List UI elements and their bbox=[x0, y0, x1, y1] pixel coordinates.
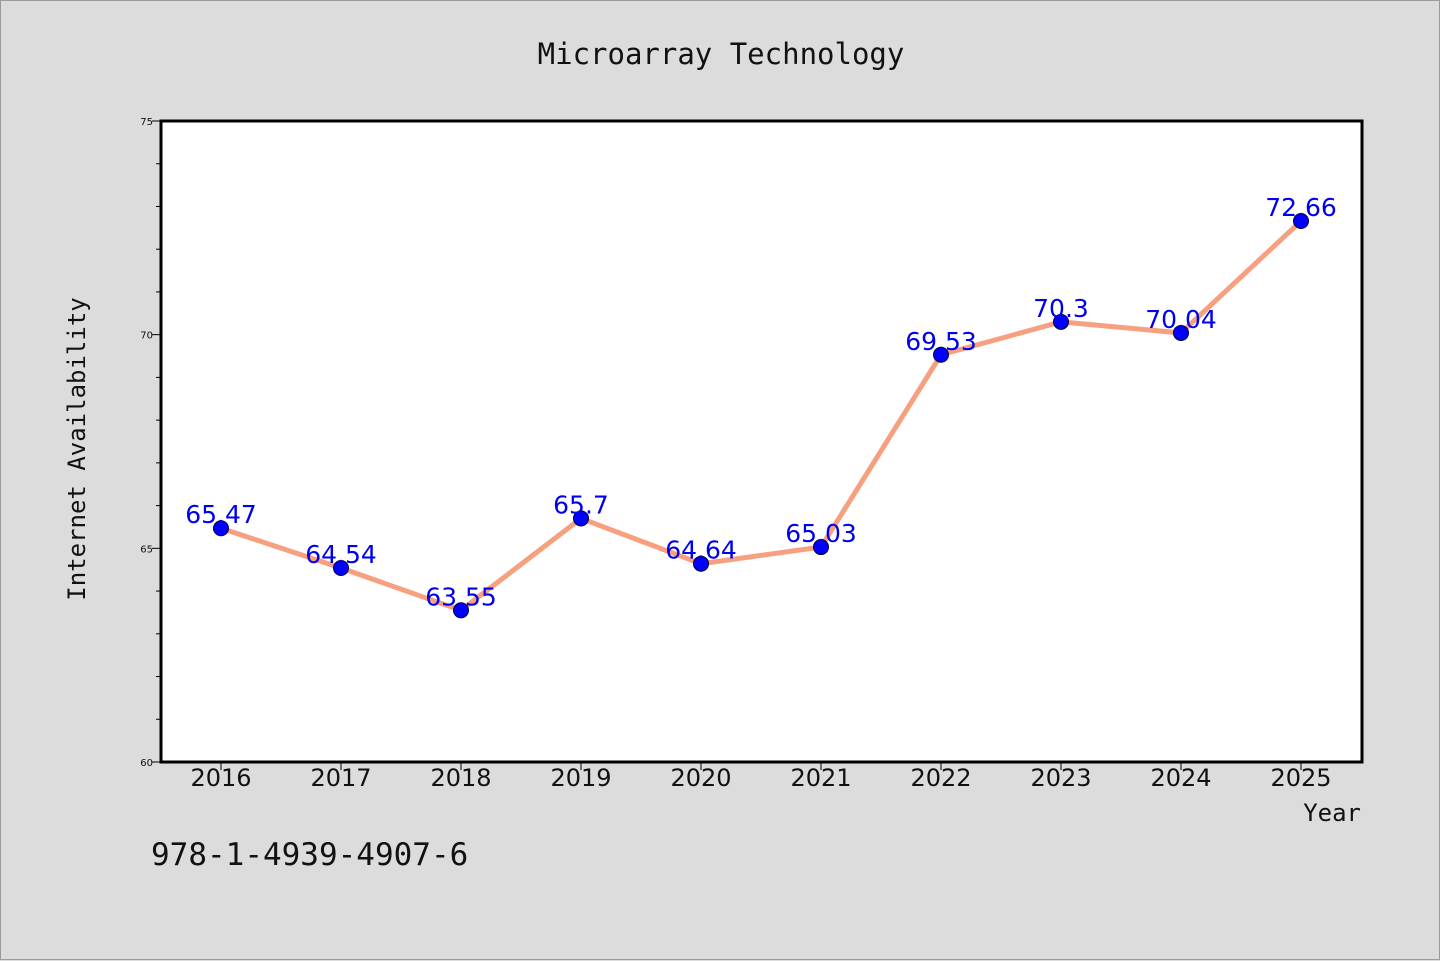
data-label: 64.54 bbox=[305, 540, 377, 569]
y-tick-label: 65 bbox=[140, 544, 153, 555]
data-point-marker bbox=[573, 510, 589, 527]
series-line bbox=[218, 218, 1304, 613]
x-tick-label: 2021 bbox=[790, 764, 851, 792]
axis-ticks: 60 65 70 75 2016 2017 2018 2019 2020 2021 2022 2023… bbox=[140, 117, 1331, 792]
data-point-marker bbox=[333, 559, 349, 576]
data-point-marker bbox=[1293, 212, 1309, 229]
y-tick-label: 75 bbox=[140, 117, 153, 128]
data-label: 70.04 bbox=[1145, 305, 1217, 334]
y-axis-label: Internet Availability bbox=[63, 297, 91, 600]
data-label: 63.55 bbox=[425, 582, 497, 611]
x-tick-label: 2018 bbox=[430, 764, 491, 792]
chart-title: Microarray Technology bbox=[538, 37, 905, 71]
data-label: 65.03 bbox=[785, 519, 857, 548]
x-tick-label: 2017 bbox=[310, 764, 371, 792]
data-point-marker bbox=[693, 555, 709, 572]
data-point-marker bbox=[933, 346, 949, 363]
data-label: 65.47 bbox=[185, 500, 257, 529]
x-tick-label: 2024 bbox=[1150, 764, 1211, 792]
data-label: 69.53 bbox=[905, 327, 977, 356]
data-point-marker bbox=[813, 539, 829, 556]
isbn-text: 978-1-4939-4907-6 bbox=[151, 837, 468, 873]
x-tick-label: 2025 bbox=[1270, 764, 1331, 792]
data-label: 72.66 bbox=[1265, 193, 1337, 222]
data-label: 64.64 bbox=[665, 536, 737, 565]
data-label: 65.7 bbox=[553, 490, 609, 519]
series-layer: 65.47 64.54 63.55 65.7 64.64 65.03 69.53 70.3 70… bbox=[185, 193, 1337, 619]
data-point-marker bbox=[1053, 313, 1069, 330]
x-tick-label: 2022 bbox=[910, 764, 971, 792]
data-point-marker bbox=[213, 520, 229, 537]
x-tick-label: 2020 bbox=[670, 764, 731, 792]
plot-area bbox=[159, 119, 1364, 764]
data-label: 70.3 bbox=[1033, 294, 1089, 323]
data-point-marker bbox=[453, 602, 469, 619]
x-tick-label: 2023 bbox=[1030, 764, 1091, 792]
x-tick-label: 2016 bbox=[190, 764, 251, 792]
y-tick-label: 70 bbox=[140, 331, 153, 342]
y-tick-label: 60 bbox=[140, 758, 153, 769]
x-tick-label: 2019 bbox=[550, 764, 611, 792]
x-axis-label: Year bbox=[1303, 799, 1361, 827]
data-point-marker bbox=[1173, 324, 1189, 341]
